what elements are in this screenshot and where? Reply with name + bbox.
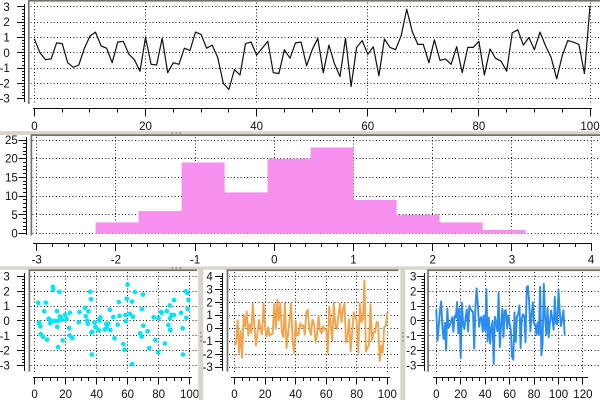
svg-text:-3: -3	[406, 361, 416, 373]
svg-text:3: 3	[3, 271, 9, 283]
svg-text:0: 0	[3, 48, 9, 60]
svg-text:3: 3	[206, 284, 212, 296]
svg-text:-2: -2	[203, 349, 213, 361]
svg-text:1: 1	[410, 301, 416, 313]
svg-text:40: 40	[90, 389, 103, 400]
svg-text:60: 60	[121, 389, 134, 400]
svg-text:25: 25	[5, 135, 18, 147]
svg-text:3: 3	[410, 271, 416, 283]
svg-text:-1: -1	[190, 255, 200, 267]
svg-text:4: 4	[588, 255, 595, 267]
svg-text:20: 20	[259, 389, 272, 400]
svg-text:1: 1	[206, 310, 212, 322]
svg-text:40: 40	[479, 389, 492, 400]
svg-text:-2: -2	[0, 78, 10, 90]
svg-text:100: 100	[549, 389, 568, 400]
svg-text:-1: -1	[0, 331, 10, 343]
svg-text:-2: -2	[111, 255, 121, 267]
svg-text:-3: -3	[203, 362, 213, 374]
svg-text:80: 80	[152, 389, 165, 400]
svg-text:100: 100	[378, 389, 397, 400]
svg-text:100: 100	[180, 389, 199, 400]
svg-text:-1: -1	[203, 336, 213, 348]
svg-text:20: 20	[454, 389, 467, 400]
svg-text:3: 3	[3, 2, 9, 14]
svg-text:2: 2	[3, 17, 9, 29]
svg-text:-1: -1	[0, 63, 10, 75]
svg-text:10: 10	[5, 191, 18, 203]
svg-text:1: 1	[3, 301, 9, 313]
svg-text:-1: -1	[406, 331, 416, 343]
svg-text:60: 60	[503, 389, 516, 400]
svg-text:0: 0	[433, 389, 439, 400]
svg-text:4: 4	[206, 271, 213, 283]
svg-text:60: 60	[320, 389, 333, 400]
svg-text:1: 1	[350, 255, 356, 267]
svg-text:2: 2	[3, 286, 9, 298]
svg-text:80: 80	[528, 389, 541, 400]
svg-text:20: 20	[5, 154, 18, 166]
svg-text:1: 1	[3, 33, 9, 45]
svg-text:0: 0	[3, 316, 9, 328]
svg-text:2: 2	[206, 297, 212, 309]
svg-text:15: 15	[5, 172, 18, 184]
svg-text:-3: -3	[0, 94, 10, 106]
svg-text:-2: -2	[406, 346, 416, 358]
svg-text:-3: -3	[0, 361, 10, 373]
svg-text:3: 3	[509, 255, 515, 267]
svg-text:0: 0	[271, 255, 277, 267]
svg-text:120: 120	[573, 389, 592, 400]
svg-text:0: 0	[11, 229, 17, 241]
svg-text:0: 0	[31, 389, 37, 400]
svg-text:-3: -3	[32, 255, 42, 267]
svg-text:0: 0	[410, 316, 416, 328]
svg-text:5: 5	[11, 210, 17, 222]
svg-text:-2: -2	[0, 346, 10, 358]
svg-text:0: 0	[231, 389, 237, 400]
svg-text:0: 0	[206, 323, 212, 335]
svg-text:40: 40	[289, 389, 302, 400]
svg-text:80: 80	[350, 389, 363, 400]
svg-text:20: 20	[59, 389, 72, 400]
svg-text:2: 2	[429, 255, 435, 267]
svg-text:2: 2	[410, 286, 416, 298]
